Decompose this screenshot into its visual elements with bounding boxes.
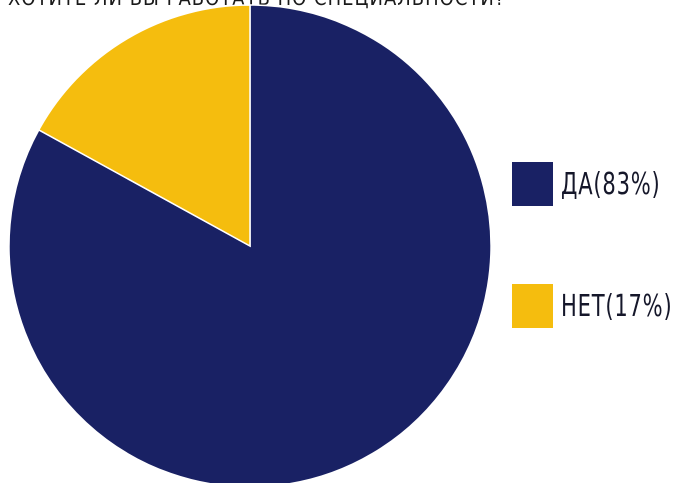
legend-swatch-no bbox=[512, 284, 553, 328]
pie-slice-no bbox=[37, 4, 251, 248]
pie-slice-yes bbox=[8, 4, 492, 483]
legend-swatch-yes bbox=[512, 162, 553, 206]
legend-item-no: НЕТ(17%) bbox=[512, 284, 685, 328]
legend-label-yes: ДА(83%) bbox=[561, 166, 661, 202]
legend-label-no: НЕТ(17%) bbox=[561, 288, 673, 324]
legend-item-yes: ДА(83%) bbox=[512, 162, 685, 206]
